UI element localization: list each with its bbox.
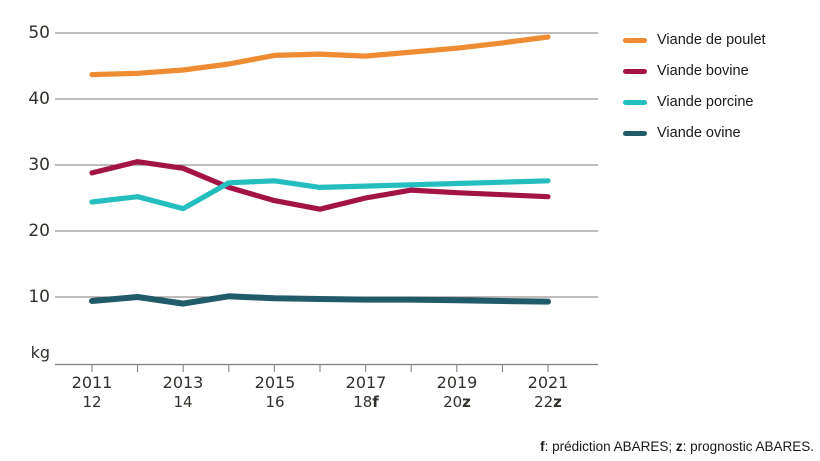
legend-swatch-poulet xyxy=(623,37,647,43)
footnote-f-key: f xyxy=(540,439,545,454)
x-axis-subyear: 20z xyxy=(443,393,471,411)
series-line-viande-ovine xyxy=(89,293,551,307)
legend-item-viande-porcine: Viande porcine xyxy=(623,93,766,111)
x-axis-year: 2021 xyxy=(527,373,569,392)
chart-legend: Viande de poulet Viande bovine Viande po… xyxy=(623,31,766,155)
series-line-viande-bovine xyxy=(89,159,551,212)
y-axis-tick-label: 50 xyxy=(28,23,50,43)
x-axis-year: 2011 xyxy=(71,373,113,392)
chart-canvas xyxy=(55,32,598,372)
legend-label: Viande porcine xyxy=(657,94,754,110)
x-axis-label-2021: 2021 22z xyxy=(503,373,593,412)
legend-swatch-porcine xyxy=(623,99,647,105)
y-axis-tick-label: 20 xyxy=(28,221,50,241)
x-axis-subyear: 18f xyxy=(353,393,379,411)
x-axis-label-2019: 2019 20z xyxy=(412,373,502,412)
y-axis-tick-label: 40 xyxy=(28,89,50,109)
x-axis-year: 2017 xyxy=(345,373,387,392)
y-axis-tick-label: 10 xyxy=(28,287,50,307)
legend-label: Viande de poulet xyxy=(657,32,766,48)
x-axis-label-2015: 2015 16 xyxy=(230,373,320,412)
legend-item-viande-de-poulet: Viande de poulet xyxy=(623,31,766,49)
x-axis-subyear: 12 xyxy=(82,393,102,411)
legend-item-viande-ovine: Viande ovine xyxy=(623,124,766,142)
legend-item-viande-bovine: Viande bovine xyxy=(623,62,766,80)
x-axis-year: 2019 xyxy=(436,373,478,392)
y-axis-tick-label: 30 xyxy=(28,155,50,175)
x-axis-subyear: 22z xyxy=(534,393,562,411)
x-axis-subyear: 16 xyxy=(265,393,285,411)
series-line-viande-de-poulet xyxy=(89,34,551,78)
legend-label: Viande bovine xyxy=(657,63,749,79)
legend-swatch-bovine xyxy=(623,68,647,74)
x-axis-year: 2013 xyxy=(162,373,204,392)
x-axis-subyear: 14 xyxy=(173,393,193,411)
line-chart: 50 40 30 20 10 kg 2011 12 2013 14 2015 1… xyxy=(28,23,598,412)
legend-label: Viande ovine xyxy=(657,125,741,141)
legend-swatch-ovine xyxy=(623,130,647,136)
x-axis-label-2013: 2013 14 xyxy=(138,373,228,412)
footnote-z-key: z xyxy=(675,439,683,454)
chart-footnote: f: prédiction ABARES; z: prognostic ABAR… xyxy=(540,439,814,454)
x-axis-label-2017: 2017 18f xyxy=(321,373,411,412)
x-axis-year: 2015 xyxy=(254,373,296,392)
x-axis-label-2011: 2011 12 xyxy=(47,373,137,412)
y-axis-unit-label: kg xyxy=(30,343,50,362)
series-line-viande-porcine xyxy=(89,178,551,212)
